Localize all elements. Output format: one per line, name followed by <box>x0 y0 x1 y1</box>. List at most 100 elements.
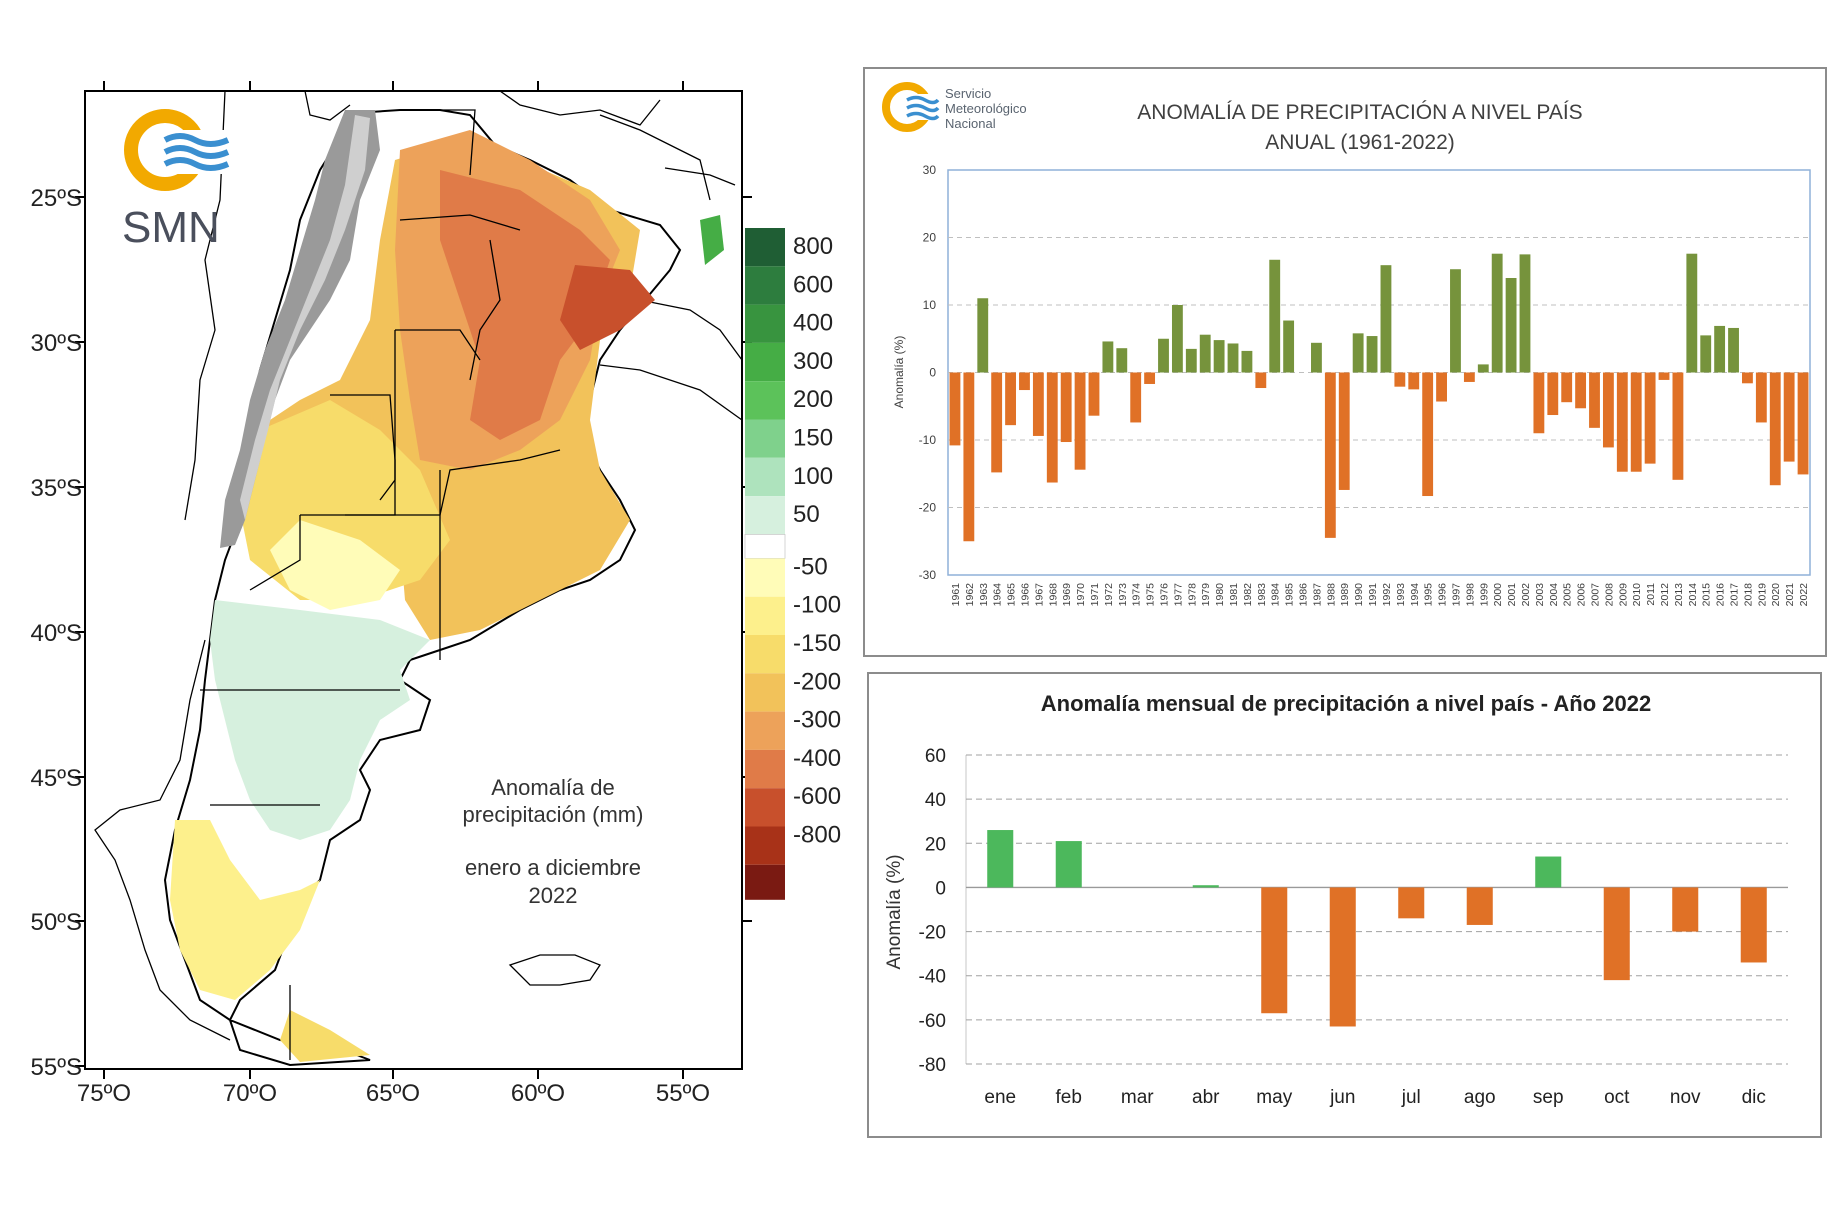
legend-swatch <box>745 381 785 420</box>
annual-bar <box>1060 372 1072 443</box>
annual-bar <box>1074 372 1086 470</box>
annual-bar <box>1436 372 1447 402</box>
annual-x-tick-label: 1987 <box>1311 583 1323 607</box>
annual-bar <box>1797 372 1809 475</box>
legend-swatch <box>745 788 785 827</box>
monthly-y-axis-label: Anomalía (%) <box>884 854 905 969</box>
monthly-bar <box>1261 887 1288 1014</box>
annual-x-tick-label: 2022 <box>1798 583 1810 607</box>
annual-chart-title-1: ANOMALÍA DE PRECIPITACIÓN A NIVEL PAÍS <box>1137 101 1582 124</box>
annual-bar <box>1046 372 1058 483</box>
annual-chart-frame <box>863 67 1827 657</box>
legend-label: 100 <box>793 463 833 490</box>
monthly-x-tick-label: jul <box>1401 1087 1421 1108</box>
annual-chart-title-2: ANUAL (1961-2022) <box>1265 131 1455 154</box>
legend-swatch <box>745 342 785 382</box>
monthly-bar <box>987 830 1014 888</box>
org-name-line-2: Meteorológico <box>945 101 1027 116</box>
annual-bar <box>949 372 961 446</box>
annual-bar <box>1519 254 1531 373</box>
anomaly-fill-tierra-del-fuego <box>280 1010 370 1062</box>
annual-x-tick-label: 2014 <box>1687 583 1699 607</box>
annual-x-tick-label: 2013 <box>1673 583 1685 607</box>
annual-x-tick-label: 1966 <box>1019 583 1031 607</box>
monthly-bar <box>1398 887 1425 919</box>
anomaly-fill-400 <box>440 170 610 440</box>
annual-x-tick-label: 2004 <box>1548 583 1560 607</box>
annual-bar <box>1032 372 1044 436</box>
annual-x-tick-label: 1978 <box>1186 583 1198 607</box>
annual-x-tick-label: 2016 <box>1715 583 1727 607</box>
annual-bar <box>1241 350 1253 373</box>
annual-bar <box>1352 333 1364 373</box>
lon-tick-label: 70ºO <box>223 1080 277 1107</box>
annual-bar <box>1422 372 1434 497</box>
annual-x-tick-label: 1972 <box>1103 583 1115 607</box>
annual-y-tick-label: 20 <box>923 231 937 245</box>
annual-x-tick-label: 2003 <box>1534 583 1546 607</box>
annual-bar <box>1630 372 1642 472</box>
legend-swatch <box>745 304 785 343</box>
monthly-x-tick-label: dic <box>1742 1087 1766 1108</box>
legend-label: -600 <box>793 783 841 810</box>
annual-x-tick-label: 1997 <box>1450 583 1462 607</box>
org-name-line-1: Servicio <box>945 86 991 101</box>
legend-swatch <box>745 749 785 789</box>
annual-x-tick-label: 1961 <box>950 583 962 607</box>
annual-x-tick-label: 2001 <box>1506 583 1518 607</box>
annual-x-tick-label: 2012 <box>1659 583 1671 607</box>
legend-swatch <box>745 496 785 535</box>
legend-label: 150 <box>793 425 833 452</box>
annual-bar <box>1672 372 1684 480</box>
malvinas-islands <box>508 954 601 986</box>
annual-bar <box>1644 372 1656 464</box>
monthly-y-tick-label: -20 <box>919 923 946 944</box>
annual-x-tick-label: 2002 <box>1520 583 1532 607</box>
annual-x-tick-label: 1964 <box>992 583 1004 607</box>
monthly-bar <box>1603 887 1630 981</box>
legend-label: 200 <box>793 386 833 413</box>
lat-tick-label: 25ºS <box>31 185 82 212</box>
annual-bar <box>1227 343 1239 373</box>
annual-bar <box>1477 364 1489 373</box>
lon-tick-label: 60ºO <box>511 1080 565 1107</box>
annual-bar <box>1491 253 1503 373</box>
annual-bar <box>1602 372 1614 448</box>
annual-x-tick-label: 2020 <box>1770 583 1782 607</box>
lat-tick-label: 35ºS <box>31 475 82 502</box>
annual-bar <box>1116 348 1128 373</box>
lon-tick-label: 55ºO <box>656 1080 710 1107</box>
monthly-y-tick-label: -80 <box>919 1055 946 1076</box>
annual-x-tick-label: 1991 <box>1367 583 1379 607</box>
annual-bar <box>1616 372 1628 472</box>
legend-swatch <box>745 711 785 750</box>
annual-bar <box>1408 372 1420 390</box>
legend-label: 400 <box>793 310 833 337</box>
anomaly-fill-50 <box>270 520 400 610</box>
smn-small-logo-waves-icon <box>906 95 940 121</box>
annual-x-tick-label: 1995 <box>1423 583 1435 607</box>
legend-swatch <box>745 457 785 497</box>
annual-x-tick-label: 1984 <box>1270 583 1282 607</box>
annual-bar <box>1144 372 1156 384</box>
annual-y-tick-label: 30 <box>923 163 937 177</box>
monthly-y-tick-label: 20 <box>925 834 946 855</box>
annual-bar <box>963 372 975 542</box>
annual-bars <box>949 253 1809 542</box>
annual-x-tick-label: 1973 <box>1117 583 1129 607</box>
monthly-x-tick-label: jun <box>1329 1087 1355 1108</box>
monthly-bar <box>1329 887 1356 1027</box>
annual-x-tick-label: 2006 <box>1576 583 1588 607</box>
annual-x-tick-label: 1970 <box>1075 583 1087 607</box>
annual-x-tick-label: 2019 <box>1756 583 1768 607</box>
annual-x-tick-label: 1979 <box>1200 583 1212 607</box>
map-caption-title-2: precipitación (mm) <box>463 802 644 827</box>
smn-logo-waves-icon <box>163 133 230 171</box>
annual-bar <box>1213 340 1225 373</box>
legend-label: -100 <box>793 592 841 619</box>
legend-label: -400 <box>793 745 841 772</box>
annual-bar <box>1561 372 1573 403</box>
monthly-x-tick-label: oct <box>1604 1087 1630 1108</box>
annual-bar <box>1380 265 1392 373</box>
